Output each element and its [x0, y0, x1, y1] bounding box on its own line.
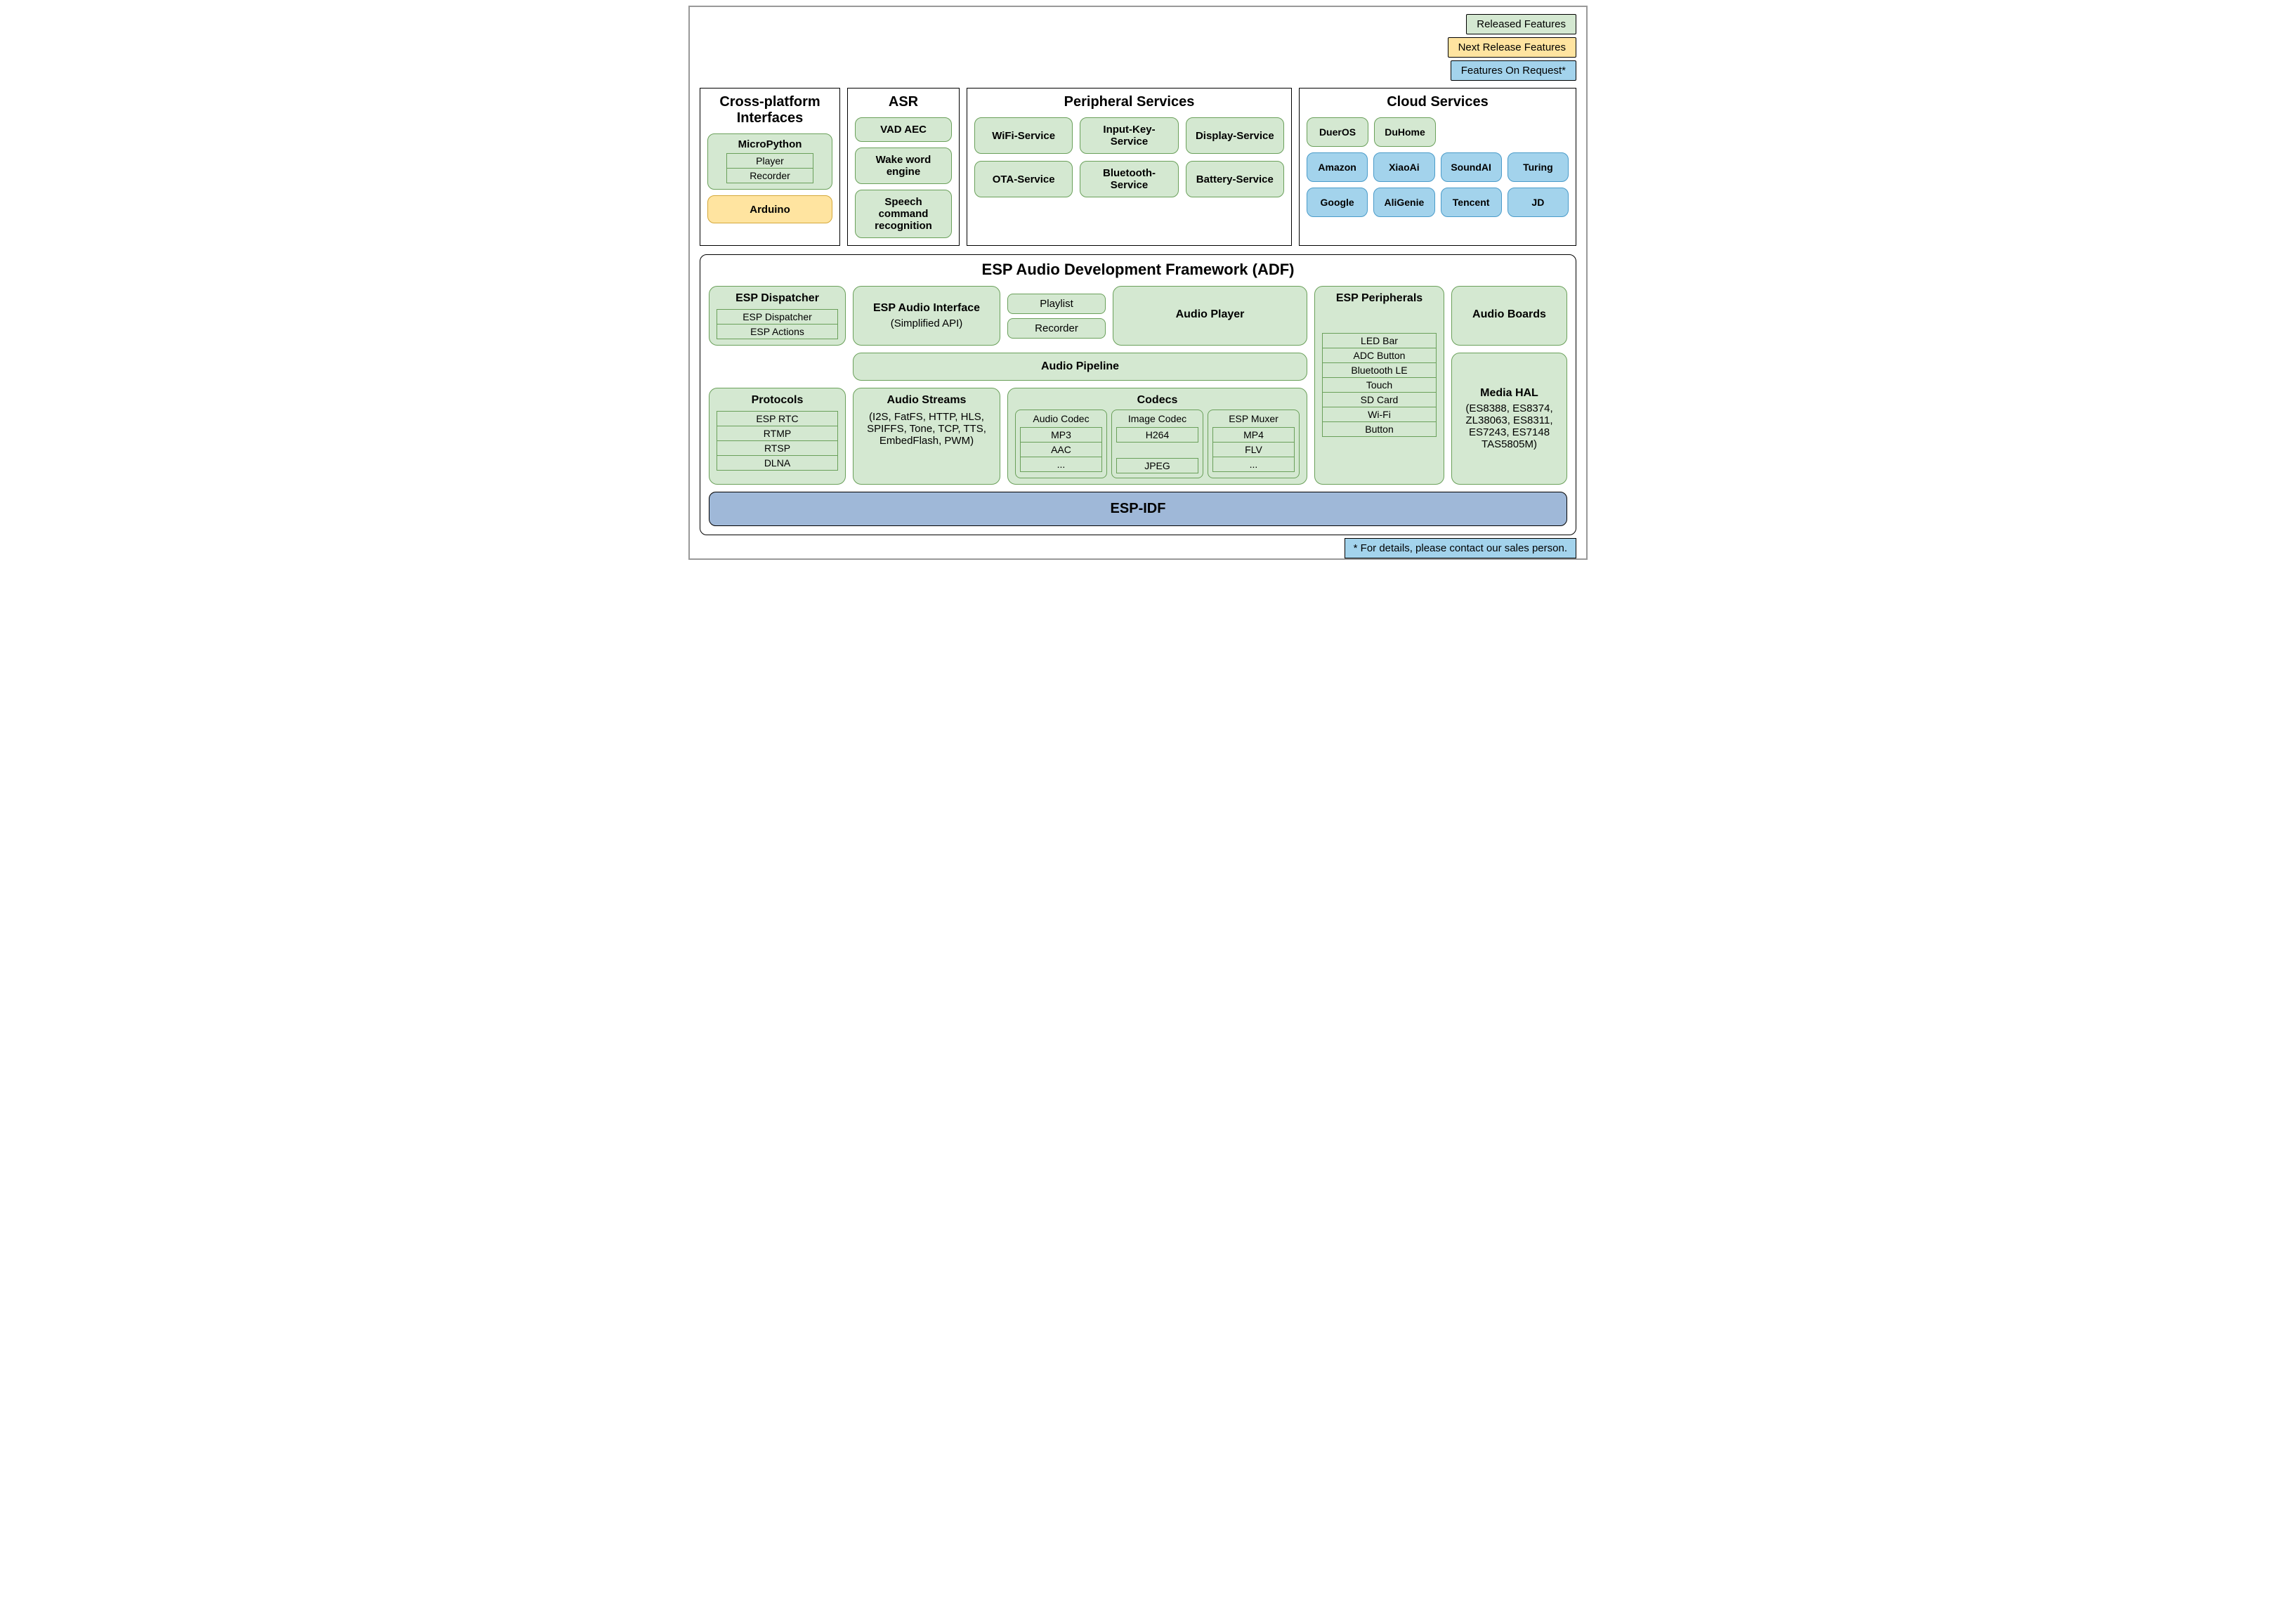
periph-ble: Bluetooth LE — [1322, 363, 1437, 378]
codec-muxer: ESP Muxer MP4 FLV ... — [1208, 410, 1300, 478]
footnote-row: * For details, please contact our sales … — [700, 538, 1576, 558]
dispatcher-item-1: ESP Actions — [717, 325, 838, 339]
codec-mp3: MP3 — [1020, 427, 1102, 443]
proto-rtsp: RTSP — [717, 441, 838, 456]
recorder-pill: Recorder — [1007, 318, 1106, 339]
periph-adc: ADC Button — [1322, 348, 1437, 363]
codecs-box: Codecs Audio Codec MP3 AAC ... Image Cod… — [1007, 388, 1307, 485]
arduino-pill: Arduino — [707, 195, 832, 223]
codec-jpeg: JPEG — [1116, 458, 1198, 473]
media-hal-sub: (ES8388, ES8374, ZL38063, ES8311, ES7243… — [1459, 402, 1559, 450]
micropython-box: MicroPython Player Recorder — [707, 133, 832, 190]
periph-touch: Touch — [1322, 378, 1437, 393]
legend-released: Released Features — [1466, 14, 1576, 34]
codec-audio-title: Audio Codec — [1020, 413, 1102, 424]
cloud-amazon: Amazon — [1307, 152, 1368, 182]
adf-title: ESP Audio Development Framework (ADF) — [709, 261, 1567, 279]
audio-if-title: ESP Audio Interface — [861, 302, 993, 315]
codec-aac: AAC — [1020, 443, 1102, 457]
media-hal-box: Media HAL (ES8388, ES8374, ZL38063, ES83… — [1451, 353, 1567, 485]
panel-adf: ESP Audio Development Framework (ADF) ES… — [700, 254, 1576, 535]
micropython-player: Player — [726, 153, 814, 169]
codec-h264: H264 — [1116, 427, 1198, 443]
periph-bt: Bluetooth-Service — [1080, 161, 1178, 197]
codec-audio: Audio Codec MP3 AAC ... — [1015, 410, 1107, 478]
playlist-pill: Playlist — [1007, 294, 1106, 314]
proto-rtc: ESP RTC — [717, 411, 838, 426]
footnote-box: * For details, please contact our sales … — [1345, 538, 1576, 558]
periph-inputkey: Input-Key-Service — [1080, 117, 1178, 154]
cloud-soundai: SoundAI — [1441, 152, 1502, 182]
micropython-recorder: Recorder — [726, 169, 814, 183]
streams-title: Audio Streams — [861, 394, 993, 407]
periph-sd: SD Card — [1322, 393, 1437, 407]
panel-asr: ASR VAD AEC Wake word engine Speech comm… — [847, 88, 960, 246]
codec-audio-more: ... — [1020, 457, 1102, 472]
cloud-aligenie: AliGenie — [1373, 188, 1434, 217]
codec-muxer-title: ESP Muxer — [1212, 413, 1295, 424]
periph-wifi: WiFi-Service — [974, 117, 1073, 154]
legend-next: Next Release Features — [1448, 37, 1576, 58]
protocols-box: Protocols ESP RTC RTMP RTSP DLNA — [709, 388, 846, 485]
asr-vad: VAD AEC — [855, 117, 952, 142]
cloud-dueros: DuerOS — [1307, 117, 1368, 147]
cloud-title: Cloud Services — [1307, 94, 1569, 110]
codec-muxer-more: ... — [1212, 457, 1295, 472]
cloud-xiaoai: XiaoAi — [1373, 152, 1434, 182]
asr-title: ASR — [855, 94, 952, 110]
audio-player-box: Audio Player — [1113, 286, 1307, 346]
audio-boards-box: Audio Boards — [1451, 286, 1567, 346]
periph-display: Display-Service — [1186, 117, 1284, 154]
periph-led: LED Bar — [1322, 333, 1437, 348]
cloud-duhome: DuHome — [1374, 117, 1436, 147]
micropython-list: Player Recorder — [726, 153, 814, 183]
audio-if-sub: (Simplified API) — [861, 317, 993, 329]
cross-title: Cross-platform Interfaces — [707, 94, 832, 126]
audio-boards-title: Audio Boards — [1472, 308, 1546, 321]
periph-button: Button — [1322, 422, 1437, 437]
audio-player-title: Audio Player — [1176, 308, 1245, 321]
cloud-jd: JD — [1507, 188, 1569, 217]
legend-request: Features On Request* — [1451, 60, 1576, 81]
esp-peripherals-box: ESP Peripherals LED Bar ADC Button Bluet… — [1314, 286, 1444, 485]
asr-speech: Speech command recognition — [855, 190, 952, 238]
dispatcher-item-0: ESP Dispatcher — [717, 309, 838, 325]
top-row: Cross-platform Interfaces MicroPython Pl… — [700, 88, 1576, 246]
esp-audio-interface-box: ESP Audio Interface (Simplified API) — [853, 286, 1000, 346]
esp-dispatcher-box: ESP Dispatcher ESP Dispatcher ESP Action… — [709, 286, 846, 346]
asr-wake: Wake word engine — [855, 148, 952, 184]
codec-flv: FLV — [1212, 443, 1295, 457]
audio-pipeline-box: Audio Pipeline — [853, 353, 1307, 381]
media-hal-title: Media HAL — [1459, 387, 1559, 400]
proto-dlna: DLNA — [717, 456, 838, 471]
cloud-turing: Turing — [1507, 152, 1569, 182]
codec-mp4: MP4 — [1212, 427, 1295, 443]
periph-battery: Battery-Service — [1186, 161, 1284, 197]
legend: Released Features Next Release Features … — [700, 14, 1576, 81]
codec-image: Image Codec H264 JPEG — [1111, 410, 1203, 478]
panel-peripheral: Peripheral Services WiFi-Service Input-K… — [967, 88, 1292, 246]
codec-image-title: Image Codec — [1116, 413, 1198, 424]
proto-rtmp: RTMP — [717, 426, 838, 441]
micropython-title: MicroPython — [715, 138, 825, 150]
periph-title: Peripheral Services — [974, 94, 1284, 110]
audio-streams-box: Audio Streams (I2S, FatFS, HTTP, HLS, SP… — [853, 388, 1000, 485]
diagram-canvas: Released Features Next Release Features … — [688, 6, 1588, 560]
esp-idf-bar: ESP-IDF — [709, 492, 1567, 526]
panel-cloud: Cloud Services DuerOS DuHome Amazon Xiao… — [1299, 88, 1576, 246]
codecs-title: Codecs — [1015, 394, 1300, 407]
periph-box-title: ESP Peripherals — [1322, 292, 1437, 305]
protocols-title: Protocols — [717, 394, 838, 407]
streams-sub: (I2S, FatFS, HTTP, HLS, SPIFFS, Tone, TC… — [861, 411, 993, 447]
cloud-tencent: Tencent — [1441, 188, 1502, 217]
periph-wifi2: Wi-Fi — [1322, 407, 1437, 422]
periph-ota: OTA-Service — [974, 161, 1073, 197]
cloud-google: Google — [1307, 188, 1368, 217]
dispatcher-title: ESP Dispatcher — [717, 292, 838, 305]
row1-right: Playlist Recorder Audio Player — [1007, 286, 1307, 346]
panel-cross-platform: Cross-platform Interfaces MicroPython Pl… — [700, 88, 840, 246]
audio-pipeline-title: Audio Pipeline — [1041, 360, 1119, 373]
